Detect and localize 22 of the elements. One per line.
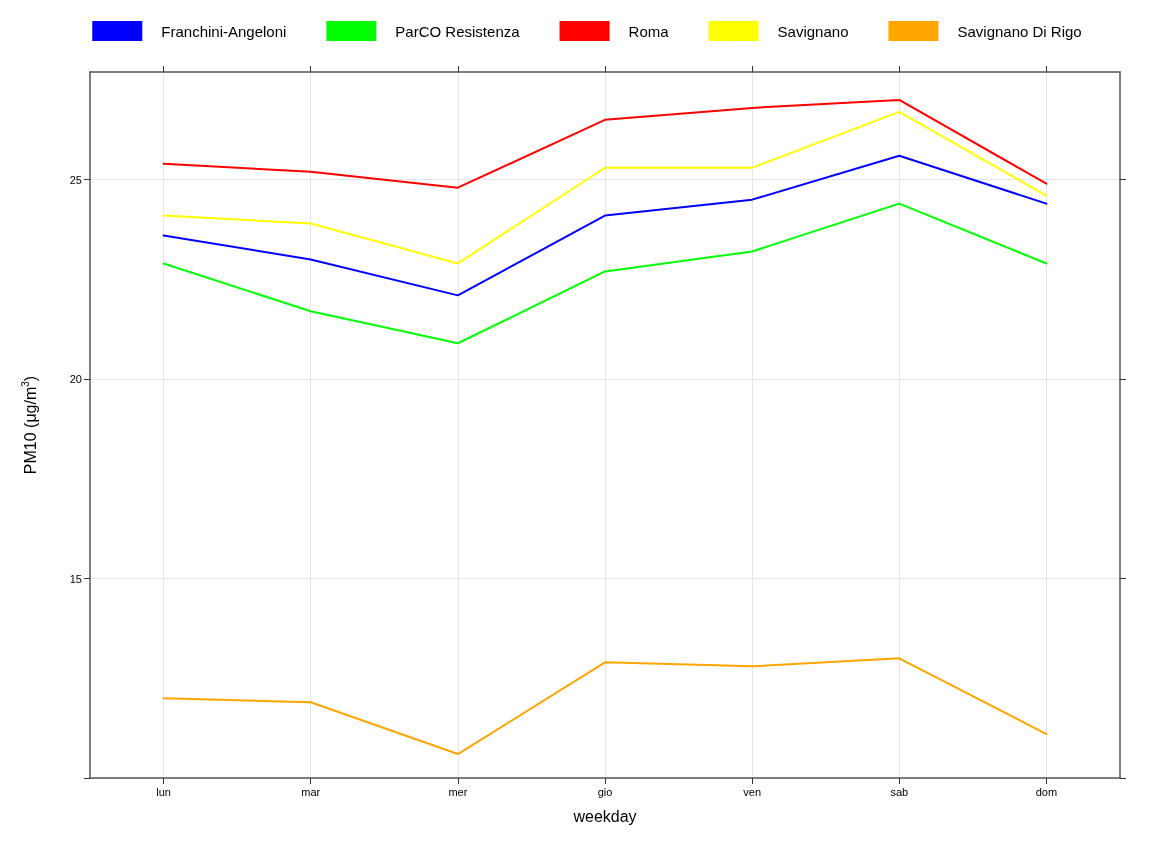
x-axis-title: weekday bbox=[572, 807, 637, 825]
y-tick-label: 15 bbox=[69, 572, 82, 585]
y-tick-label: 25 bbox=[69, 173, 82, 186]
x-tick-label: dom bbox=[1035, 785, 1058, 798]
legend-label: Franchini-Angeloni bbox=[161, 22, 287, 40]
line-series bbox=[162, 110, 1048, 265]
x-tick-label: sab bbox=[890, 785, 909, 798]
x-tick-label: gio bbox=[597, 785, 613, 798]
y-tick-label: 20 bbox=[69, 373, 82, 386]
legend-label: Savignano bbox=[777, 22, 849, 40]
x-tick-label: mar bbox=[301, 785, 321, 798]
x-tick-label: lun bbox=[156, 785, 171, 798]
x-tick-label: mer bbox=[448, 785, 468, 798]
line-series bbox=[162, 98, 1048, 189]
legend-label: Savignano Di Rigo bbox=[957, 22, 1082, 40]
legend-label: Roma bbox=[628, 22, 670, 40]
line-series bbox=[162, 202, 1048, 345]
legend-label: ParCO Resistenza bbox=[395, 22, 521, 40]
line-series bbox=[162, 657, 1048, 756]
y-axis-title: PM10 (μg/m3) bbox=[19, 375, 39, 475]
line-series bbox=[162, 154, 1048, 297]
x-tick-label: ven bbox=[743, 785, 762, 798]
